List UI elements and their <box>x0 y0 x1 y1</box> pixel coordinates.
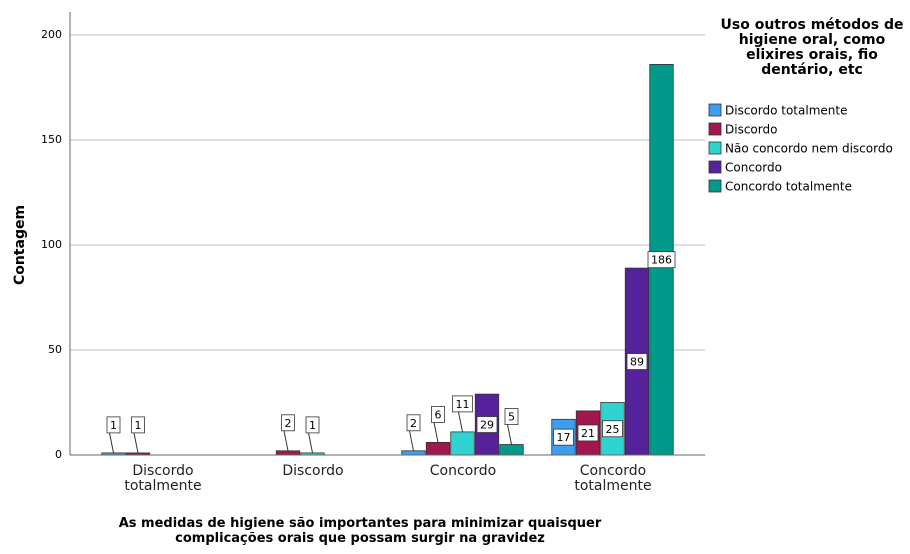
legend-label: Concordo <box>725 161 782 175</box>
y-tick-label: 0 <box>55 448 62 461</box>
data-label: 29 <box>480 419 494 432</box>
data-label: 1 <box>135 419 142 432</box>
data-label: 11 <box>456 398 470 411</box>
label-box <box>106 416 121 434</box>
data-label: 186 <box>651 254 672 267</box>
x-tick-label: Discordo totalmente <box>124 463 202 494</box>
leader <box>458 411 463 432</box>
x-tick-label: Concordo totalmente <box>574 463 652 494</box>
label-box <box>476 416 498 433</box>
legend-swatch <box>708 141 722 155</box>
x-tick-label: Concordo <box>429 463 497 479</box>
x-tick-label: Discordo <box>282 463 344 479</box>
label-box <box>602 420 623 438</box>
data-label: 21 <box>581 427 595 440</box>
data-label: 1 <box>309 419 316 432</box>
label-box <box>406 414 421 432</box>
leader <box>133 432 139 453</box>
legend-swatch <box>708 179 722 193</box>
bar <box>499 444 524 456</box>
y-axis-title: Contagem <box>12 205 28 285</box>
label-box <box>626 353 648 370</box>
label-box <box>305 416 320 434</box>
label-box <box>452 395 473 413</box>
label-box <box>431 405 445 423</box>
y-tick-label: 150 <box>41 133 62 146</box>
y-tick-label: 200 <box>41 28 62 41</box>
data-label: 5 <box>508 411 515 424</box>
legend-label: Concordo totalmente <box>725 180 852 194</box>
y-tick-label: 50 <box>48 343 62 356</box>
legend-swatch <box>708 103 722 117</box>
legend-label: Discordo <box>725 123 777 137</box>
bar <box>425 441 451 456</box>
legend-title: Uso outros métodos de higiene oral, como… <box>720 17 904 78</box>
data-label: 89 <box>630 356 644 369</box>
data-label: 2 <box>410 417 417 430</box>
legend-swatch <box>708 160 722 174</box>
leader <box>109 432 114 453</box>
bar <box>450 431 475 456</box>
label-box <box>281 414 295 432</box>
bar <box>401 450 426 456</box>
y-tick-label: 100 <box>41 238 62 251</box>
leader <box>308 432 313 453</box>
data-label: 1 <box>110 419 117 432</box>
bar <box>275 450 301 456</box>
data-label: 17 <box>557 431 571 444</box>
leader <box>409 430 414 451</box>
legend-label: Discordo totalmente <box>725 104 847 118</box>
data-label: 25 <box>606 423 620 436</box>
label-box <box>553 428 574 446</box>
leader <box>507 424 512 445</box>
label-box <box>504 408 519 425</box>
legend-label: Não concordo nem discordo <box>725 142 893 156</box>
legend-swatch <box>708 122 722 136</box>
data-label: 6 <box>435 408 442 421</box>
data-label: 2 <box>285 417 292 430</box>
label-box <box>577 424 599 442</box>
leader <box>283 430 289 451</box>
x-axis-title: As medidas de higiene são importantes pa… <box>118 516 602 546</box>
leader <box>433 422 439 443</box>
label-box <box>647 251 676 269</box>
label-box <box>131 416 145 434</box>
